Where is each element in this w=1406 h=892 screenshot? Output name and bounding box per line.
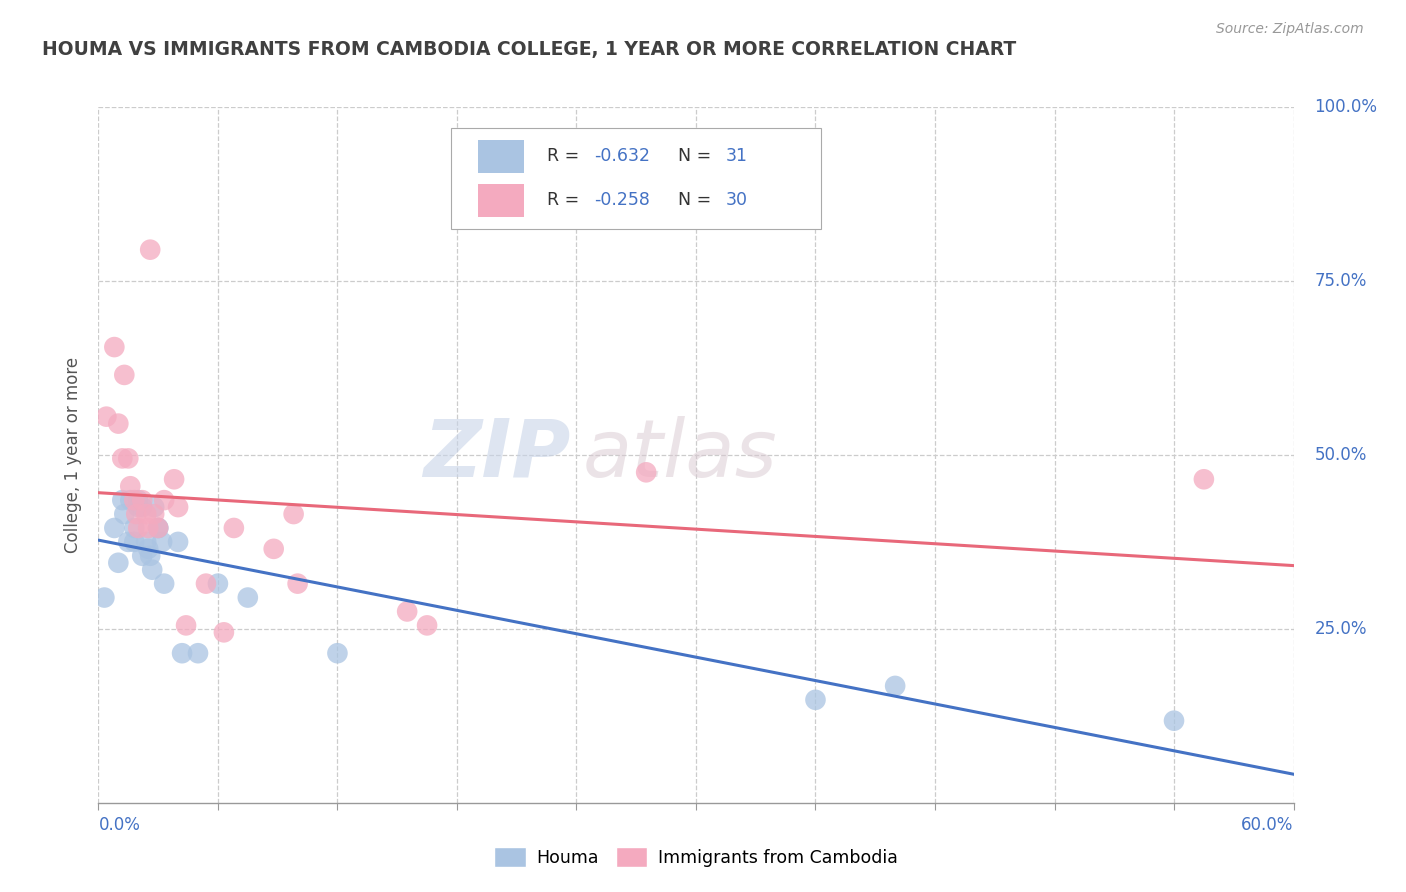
Point [120, 493, 142, 508]
Point [127, 521, 149, 535]
Point [416, 618, 439, 632]
FancyBboxPatch shape [478, 140, 524, 173]
Text: 30: 30 [725, 191, 748, 210]
Point [287, 576, 309, 591]
Text: atlas: atlas [582, 416, 778, 494]
Text: N =: N = [678, 147, 717, 165]
Point [135, 507, 157, 521]
Point [111, 493, 134, 508]
Text: N =: N = [678, 191, 717, 210]
Point [139, 549, 162, 563]
Point [120, 479, 142, 493]
Point [96, 409, 118, 424]
Point [187, 646, 209, 660]
Y-axis label: College, 1 year or more: College, 1 year or more [65, 357, 83, 553]
Text: 0.0%: 0.0% [98, 816, 141, 834]
Point [117, 451, 139, 466]
Point [136, 521, 159, 535]
Point [124, 493, 146, 508]
Text: 60.0%: 60.0% [1241, 816, 1294, 834]
Point [112, 368, 135, 382]
Point [212, 625, 235, 640]
Point [207, 576, 229, 591]
Text: 31: 31 [725, 147, 748, 165]
Point [124, 521, 146, 535]
Point [136, 541, 159, 556]
Point [117, 535, 139, 549]
Text: R =: R = [547, 191, 585, 210]
Point [131, 500, 153, 514]
Text: -0.632: -0.632 [595, 147, 651, 165]
Point [148, 521, 170, 535]
Point [167, 500, 190, 514]
Point [112, 507, 135, 521]
Text: 50.0%: 50.0% [1315, 446, 1367, 464]
Point [150, 535, 173, 549]
Point [141, 563, 163, 577]
Text: 100.0%: 100.0% [1315, 98, 1378, 116]
Point [135, 535, 157, 549]
Point [163, 472, 186, 486]
Point [1163, 714, 1185, 728]
Text: Source: ZipAtlas.com: Source: ZipAtlas.com [1216, 22, 1364, 37]
Point [107, 417, 129, 431]
Point [174, 618, 197, 632]
Point [107, 556, 129, 570]
Point [194, 576, 218, 591]
Point [172, 646, 194, 660]
Point [131, 493, 153, 508]
Point [153, 493, 176, 508]
Point [143, 500, 166, 514]
Text: 25.0%: 25.0% [1315, 620, 1367, 638]
FancyBboxPatch shape [451, 128, 821, 229]
Point [804, 693, 827, 707]
Legend: Houma, Immigrants from Cambodia: Houma, Immigrants from Cambodia [488, 840, 904, 874]
Text: 75.0%: 75.0% [1315, 272, 1367, 290]
Point [131, 549, 153, 563]
Point [263, 541, 285, 556]
Text: -0.258: -0.258 [595, 191, 650, 210]
FancyBboxPatch shape [478, 184, 524, 217]
Point [148, 521, 170, 535]
Point [103, 340, 125, 354]
Text: ZIP: ZIP [423, 416, 571, 494]
Point [148, 521, 170, 535]
Point [103, 521, 125, 535]
Point [125, 507, 148, 521]
Point [167, 535, 190, 549]
Point [127, 493, 149, 508]
Point [1192, 472, 1215, 486]
Point [283, 507, 305, 521]
Point [93, 591, 115, 605]
Point [222, 521, 245, 535]
Point [636, 466, 658, 480]
Point [326, 646, 349, 660]
Point [127, 500, 149, 514]
Point [139, 243, 162, 257]
Text: HOUMA VS IMMIGRANTS FROM CAMBODIA COLLEGE, 1 YEAR OR MORE CORRELATION CHART: HOUMA VS IMMIGRANTS FROM CAMBODIA COLLEG… [42, 40, 1017, 59]
Point [236, 591, 259, 605]
Point [124, 535, 146, 549]
Point [884, 679, 907, 693]
Text: R =: R = [547, 147, 585, 165]
Point [143, 507, 166, 521]
Point [396, 605, 419, 619]
Point [111, 451, 134, 466]
Point [153, 576, 176, 591]
